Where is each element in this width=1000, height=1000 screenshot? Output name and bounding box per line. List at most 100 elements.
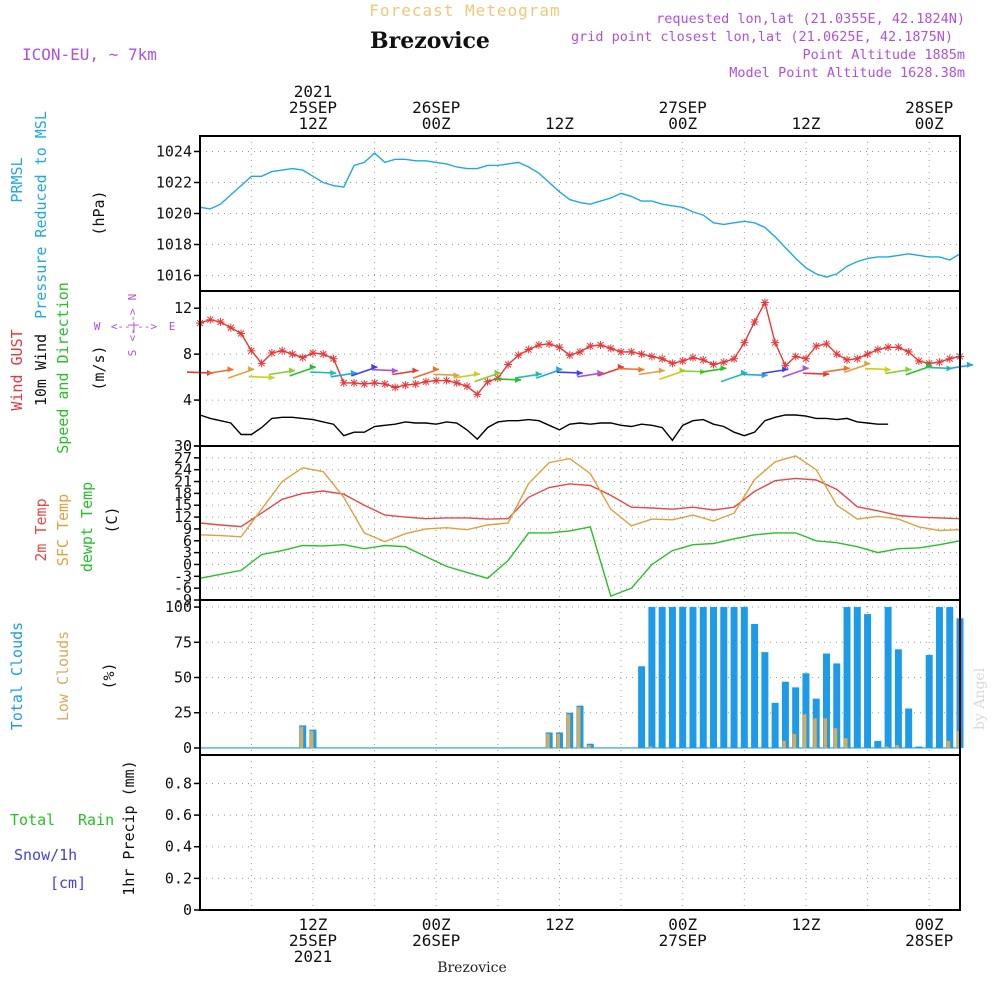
total-cloud-bar (925, 654, 933, 748)
pressure-unit-label: (hPa) (90, 190, 108, 235)
wind-direction-arrowhead (494, 369, 501, 376)
y-tick-label: 4 (183, 391, 192, 409)
y-tick-label: 8 (183, 345, 192, 363)
total-cloud-bar (781, 681, 789, 748)
bottom-time-label: 25SEP (289, 931, 337, 950)
gust-marker (647, 352, 656, 361)
credit-label: by Angel (972, 667, 988, 730)
y-tick-label: 0 (183, 437, 192, 455)
top-time-label: 00Z (668, 114, 697, 133)
temp-unit-label: (C) (103, 506, 121, 533)
total-label: Total (10, 811, 55, 829)
y-tick-label: -6 (174, 579, 192, 597)
y-tick-label: 50 (174, 669, 192, 687)
gust-marker (339, 378, 348, 387)
total-cloud-bar (730, 607, 738, 748)
wind-direction-arrowhead (453, 372, 460, 379)
gust-marker (267, 349, 276, 357)
top-time-label: 2021 (294, 82, 333, 101)
panel-wind: 0 4 8 12 (174, 290, 974, 455)
gust-marker (237, 329, 246, 338)
y-tick-label: 0 (183, 555, 192, 573)
low-cloud-bar (546, 733, 550, 748)
panel-frame (199, 445, 961, 601)
y-tick-label: 1016 (156, 267, 192, 285)
series-dewpt-temp (199, 526, 961, 598)
wind-direction-arrowhead (309, 363, 316, 370)
gust-marker (278, 346, 287, 355)
total-cloud-bar (689, 607, 697, 748)
gust-marker (771, 338, 780, 347)
series-prmsl (199, 152, 961, 278)
gust-marker (627, 347, 636, 356)
gust-marker (781, 361, 790, 370)
total-cloud-bar (638, 666, 646, 748)
gust-marker (945, 354, 954, 363)
temp-2m-label: 2m Temp (32, 498, 50, 561)
gust-marker (709, 360, 718, 369)
clouds-unit-label: (%) (100, 662, 118, 689)
gust-marker (740, 338, 749, 347)
temp-sfc-label: SFC Temp (54, 494, 72, 566)
gust-marker (534, 340, 543, 349)
y-tick-label: 0.2 (165, 869, 192, 887)
panel-frame (199, 754, 961, 911)
y-tick-label: 0 (183, 901, 192, 919)
dewpt-label: dewpt Temp (78, 482, 96, 572)
gust-marker (401, 381, 410, 390)
gust-marker (750, 318, 759, 326)
low-cloud-bar (782, 740, 786, 748)
total-cloud-bar (679, 607, 687, 748)
gust-marker (678, 357, 687, 366)
total-cloud-bar (761, 652, 769, 748)
gust-marker (576, 347, 584, 356)
low-cloud-bar (946, 740, 951, 748)
y-tick-label: 18 (174, 484, 192, 502)
low-cloud-bar (844, 738, 848, 748)
total-cloud-bar (751, 623, 759, 748)
top-time-label: 12Z (299, 114, 328, 133)
series-sfc-temp (199, 455, 961, 543)
y-tick-label: 6 (183, 532, 192, 550)
wind-direction-arrowhead (289, 367, 296, 374)
gust-marker (319, 350, 328, 359)
wind-direction-arrowhead (884, 366, 891, 373)
top-time-label: 26SEP (412, 98, 460, 117)
bottom-time-label: 12Z (545, 915, 574, 934)
low-cloud-bar (813, 718, 817, 748)
wind-direction-arrowhead (391, 367, 398, 374)
gust-marker (411, 380, 420, 388)
wind-direction-arrowhead (967, 361, 973, 368)
top-time-label: 00Z (915, 114, 944, 133)
wind-direction-arrowhead (412, 367, 419, 374)
total-cloud-bar (658, 607, 666, 748)
total-cloud-bar (699, 607, 707, 748)
station-title: Brezovice (370, 28, 490, 54)
bottom-time-label: 26SEP (412, 931, 460, 950)
wind-direction-arrowhead (658, 367, 665, 374)
gust-marker (391, 383, 400, 392)
rain-label: Rain (78, 811, 114, 829)
bottom-time-label: 12Z (299, 915, 328, 934)
gust-marker (257, 359, 266, 368)
gust-marker (370, 378, 379, 387)
total-cloud-bar (894, 649, 902, 748)
gust-marker (606, 344, 615, 353)
y-tick-label: 12 (174, 508, 192, 526)
y-tick-label: 0.8 (165, 774, 192, 792)
low-cloud-bar (309, 731, 314, 748)
total-cloud-bar (720, 607, 728, 748)
snow-label: Snow/1h (14, 846, 77, 864)
y-tick-label: 24 (174, 461, 192, 479)
top-time-label: 00Z (422, 114, 451, 133)
wind-direction-arrowhead (576, 370, 583, 377)
wind-direction-arrowhead (268, 374, 275, 381)
gust-marker (350, 378, 359, 387)
total-cloud-bar (935, 607, 943, 748)
total-cloud-bar (668, 607, 676, 748)
gust-marker (483, 377, 492, 386)
gust-marker (329, 354, 338, 363)
